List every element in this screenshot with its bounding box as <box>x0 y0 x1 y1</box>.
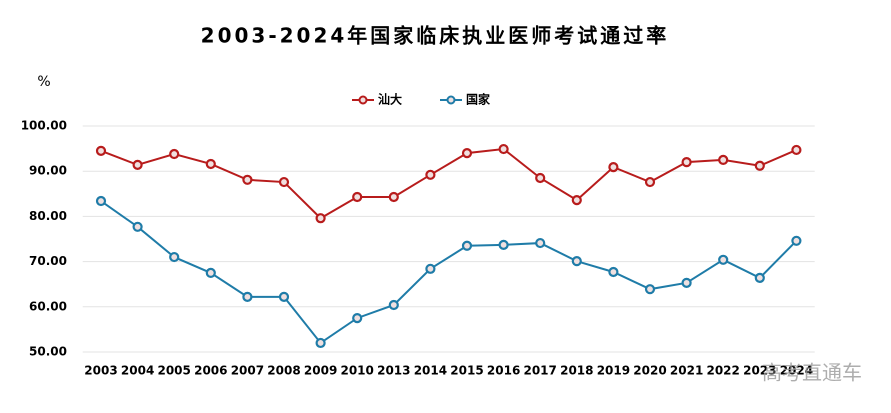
x-tick-label: 2022 <box>706 364 739 378</box>
x-tick-label: 2004 <box>121 364 154 378</box>
x-tick-label: 2003 <box>84 364 117 378</box>
data-point <box>644 176 656 188</box>
data-point <box>718 154 729 165</box>
chart-title: 2003-2024年国家临床执业医师考试通过率 <box>201 24 670 48</box>
y-tick-label: 70.00 <box>29 254 67 268</box>
x-tick-label: 2015 <box>450 364 483 378</box>
data-point <box>425 263 436 274</box>
legend-label: 汕大 <box>378 92 402 107</box>
x-tick-label: 2016 <box>487 364 520 378</box>
data-point <box>132 221 143 232</box>
data-point <box>571 256 582 267</box>
data-point <box>535 172 546 184</box>
x-tick-label: 2006 <box>194 364 227 378</box>
series-line <box>100 200 798 345</box>
data-point <box>388 299 399 311</box>
data-point <box>681 277 692 288</box>
data-point <box>644 284 656 295</box>
data-point <box>352 191 363 203</box>
data-point <box>608 162 619 173</box>
y-tick-label: 100.00 <box>21 119 67 133</box>
x-tick-label: 2023 <box>743 364 776 378</box>
legend-marker <box>358 95 368 105</box>
x-tick-label: 2009 <box>304 364 337 378</box>
data-point <box>95 195 107 207</box>
data-point <box>754 272 765 283</box>
data-point <box>681 157 692 168</box>
x-tick-label: 2018 <box>560 364 593 378</box>
watermark: 高考直通车 <box>762 361 862 385</box>
x-tick-label: 2008 <box>267 364 300 378</box>
x-tick-label: 2024 <box>780 364 813 378</box>
x-tick-label: 2005 <box>157 364 190 378</box>
data-point <box>571 195 582 206</box>
x-tick-label: 2013 <box>377 364 410 378</box>
data-point <box>352 313 363 324</box>
y-tick-label: 90.00 <box>29 164 67 178</box>
legend-marker <box>446 95 456 105</box>
data-point <box>278 291 290 302</box>
legend-label: 国家 <box>466 92 491 107</box>
x-tick-label: 2014 <box>414 364 447 378</box>
data-point <box>132 159 143 170</box>
data-point <box>315 213 326 224</box>
x-tick-label: 2020 <box>633 364 666 378</box>
data-point <box>498 143 509 155</box>
data-point <box>205 267 216 278</box>
data-point <box>205 158 216 170</box>
data-point <box>791 144 802 156</box>
data-point <box>425 169 436 180</box>
data-point <box>95 145 107 156</box>
x-tick-label: 2017 <box>523 364 556 378</box>
data-point <box>169 148 180 160</box>
x-tick-label: 2021 <box>670 364 703 378</box>
data-point <box>169 251 180 263</box>
x-tick-label: 2007 <box>231 364 264 378</box>
data-point <box>242 174 253 185</box>
y-axis-label: % <box>37 74 50 90</box>
series-line <box>100 148 797 220</box>
x-tick-label: 2010 <box>340 364 373 378</box>
data-point <box>315 337 326 349</box>
data-point <box>461 148 473 159</box>
y-tick-label: 60.00 <box>29 299 67 313</box>
y-tick-label: 50.00 <box>29 345 67 359</box>
data-point <box>498 239 509 250</box>
data-point <box>791 235 802 246</box>
data-point <box>461 240 473 251</box>
data-point <box>718 254 729 265</box>
x-tick-label: 2019 <box>597 364 630 378</box>
data-point <box>278 176 290 188</box>
y-tick-label: 80.00 <box>29 209 67 223</box>
data-point <box>388 191 399 203</box>
data-point <box>608 266 619 278</box>
data-point <box>242 291 253 302</box>
data-point <box>754 160 765 171</box>
data-point <box>535 237 546 249</box>
